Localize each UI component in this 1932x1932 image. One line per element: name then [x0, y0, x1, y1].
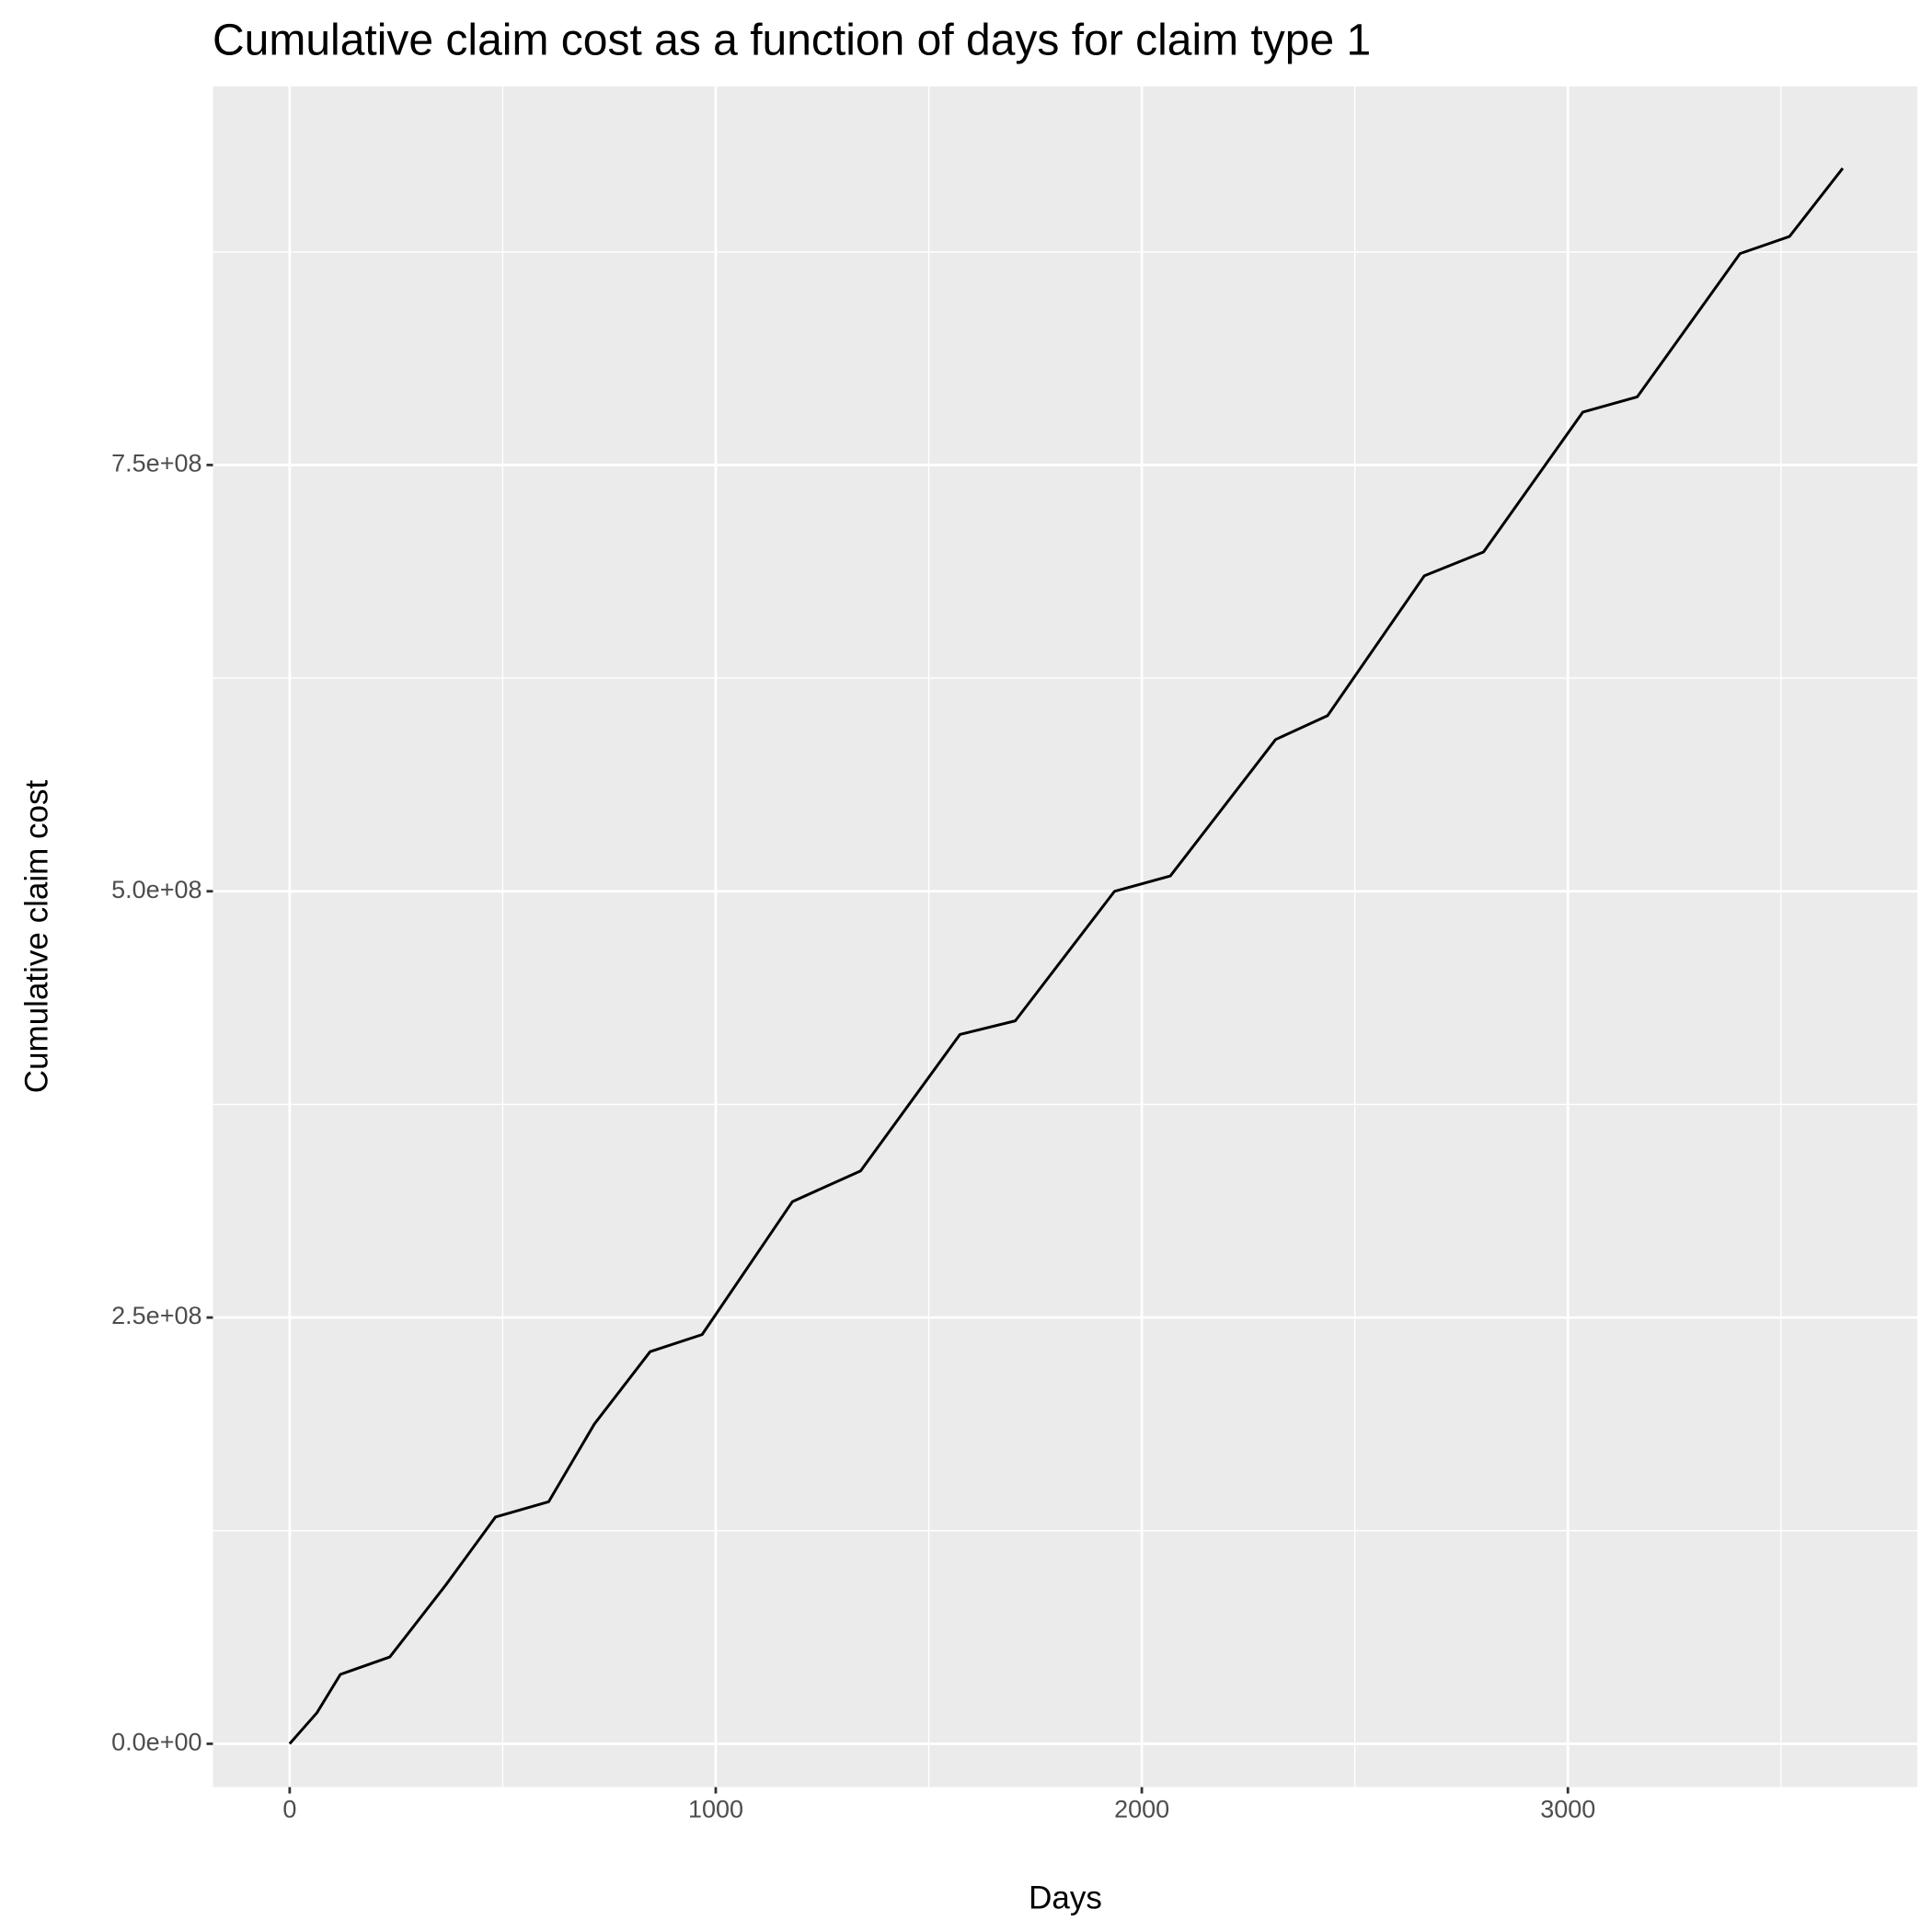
y-axis-title: Cumulative claim cost — [18, 780, 54, 1094]
y-tick-label: 2.5e+08 — [111, 1302, 201, 1329]
y-tick-label: 0.0e+00 — [111, 1729, 201, 1756]
y-tick-label: 7.5e+08 — [111, 450, 201, 477]
chart-title: Cumulative claim cost as a function of d… — [213, 17, 1371, 65]
y-tick-label: 5.0e+08 — [111, 876, 201, 903]
x-axis-title: Days — [1029, 1880, 1102, 1915]
x-tick-label: 1000 — [688, 1796, 743, 1823]
x-tick-label: 3000 — [1540, 1796, 1595, 1823]
x-tick-label: 2000 — [1114, 1796, 1169, 1823]
data-line — [288, 167, 1845, 1745]
panel — [213, 86, 1917, 1788]
x-tick-label: 0 — [282, 1796, 296, 1823]
